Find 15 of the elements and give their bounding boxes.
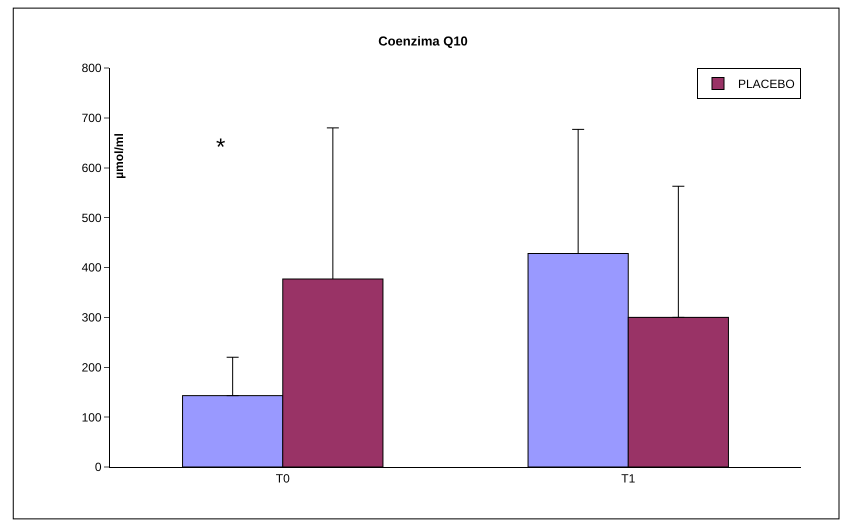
annotation: * (216, 134, 226, 161)
y-tick-label: 400 (82, 260, 102, 275)
y-tick-label: 100 (82, 410, 102, 424)
y-axis-title: µmol/ml (112, 133, 126, 179)
y-tick-label: 0 (94, 460, 102, 474)
y-tick-label: 300 (82, 310, 102, 325)
chart-title: Coenzima Q10 (378, 34, 468, 49)
y-tick-label: 800 (82, 61, 102, 76)
y-tick-label: 600 (82, 160, 102, 175)
x-tick-label: T1 (621, 471, 636, 486)
y-tick-label: 500 (82, 210, 102, 225)
y-tick-label: 700 (82, 111, 102, 126)
y-tick-label: 200 (82, 360, 102, 374)
legend-label: PLACEBO (738, 77, 795, 92)
x-tick-label: T0 (276, 471, 290, 486)
